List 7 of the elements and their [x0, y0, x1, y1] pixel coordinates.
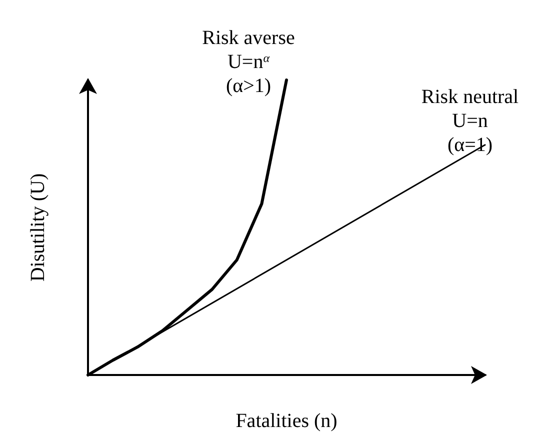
y-axis-title: Disutility (U) [27, 173, 49, 282]
series-label: Risk averse [202, 27, 295, 49]
text: Risk neutral [421, 86, 520, 108]
annotation: (α>1) [226, 75, 272, 97]
annotation: U=n [452, 110, 488, 132]
annotation: (α=1) [447, 134, 493, 156]
x-axis-title: Fatalities (n) [236, 410, 338, 432]
